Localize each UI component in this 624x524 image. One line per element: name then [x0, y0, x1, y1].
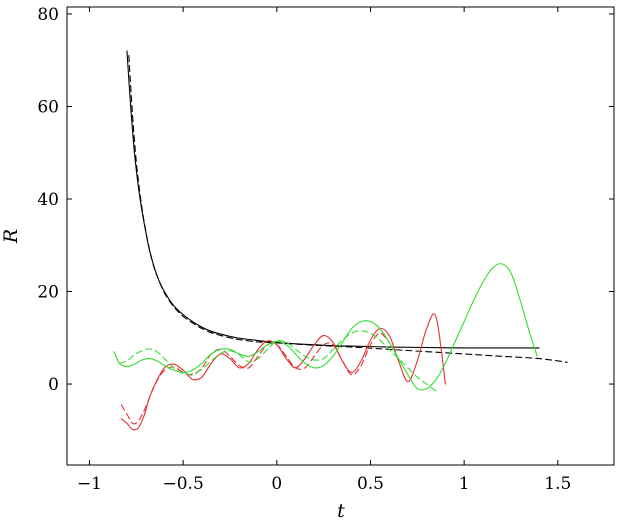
x-tick-label: −0.5: [163, 474, 204, 494]
x-tick-label: 0.5: [357, 474, 384, 494]
y-tick-label: 20: [37, 283, 59, 303]
series-line-6: [118, 330, 437, 392]
y-tick-label: 80: [37, 5, 59, 25]
y-tick-label: 60: [37, 97, 59, 117]
x-tick-label: 1: [459, 474, 470, 494]
plot-frame: [66, 6, 615, 466]
series-line-1: [126, 50, 540, 349]
series-line-3: [120, 313, 446, 431]
series-line-2: [128, 55, 568, 363]
y-axis-label: R: [0, 229, 22, 244]
series-line-5: [113, 263, 538, 391]
y-tick-label: 40: [37, 190, 59, 210]
x-tick-label: 1.5: [544, 474, 571, 494]
series-layer: [113, 50, 568, 431]
x-axis-label: t: [337, 500, 345, 522]
y-tick-label: 0: [48, 375, 59, 395]
x-tick-label: 0: [271, 474, 282, 494]
ticks: −1 −0.5 0 0.5 1 1.5 0 20 40 60 80: [37, 5, 614, 494]
x-tick-label: −1: [77, 474, 102, 494]
series-line-4: [120, 332, 390, 425]
